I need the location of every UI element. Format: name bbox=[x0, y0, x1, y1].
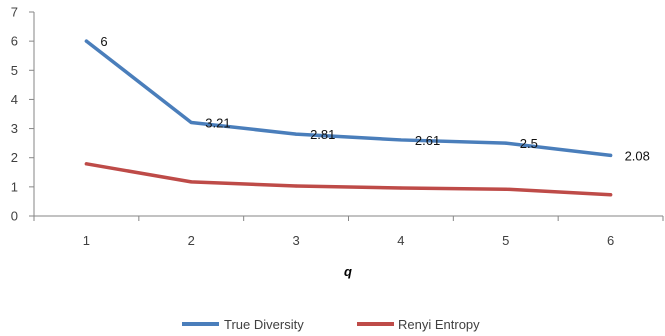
x-tick-label: 6 bbox=[607, 233, 614, 248]
data-label: 2.5 bbox=[520, 136, 538, 151]
series-layer bbox=[84, 39, 613, 197]
y-tick-label: 4 bbox=[11, 92, 18, 107]
data-point bbox=[84, 39, 89, 43]
x-tick-label: 2 bbox=[188, 233, 195, 248]
plot-area: 0 1 2 3 4 5 6 7 1 2 3 4 5 6 6 3.21 2.81 2.61 2.5 2.08 bbox=[11, 5, 664, 248]
y-axis-ticks: 0 1 2 3 4 5 6 7 bbox=[11, 5, 34, 224]
x-tick-label: 5 bbox=[502, 233, 509, 248]
x-tick-label: 3 bbox=[292, 233, 299, 248]
y-tick-label: 2 bbox=[11, 150, 18, 165]
data-point bbox=[294, 184, 298, 188]
data-label: 3.21 bbox=[205, 115, 230, 130]
data-point bbox=[504, 187, 508, 191]
series-line-true-diversity bbox=[84, 39, 613, 158]
x-tick-label: 1 bbox=[83, 233, 90, 248]
data-point bbox=[399, 186, 403, 190]
data-label: 2.08 bbox=[625, 148, 650, 163]
data-point bbox=[189, 120, 193, 125]
data-point bbox=[294, 132, 298, 136]
legend-label-renyi-entropy: Renyi Entropy bbox=[398, 317, 480, 332]
y-tick-label: 7 bbox=[11, 5, 18, 20]
data-labels: 6 3.21 2.81 2.61 2.5 2.08 bbox=[100, 34, 649, 163]
y-tick-label: 1 bbox=[11, 179, 18, 194]
y-tick-label: 3 bbox=[11, 121, 18, 136]
legend-label-true-diversity: True Diversity bbox=[224, 317, 304, 332]
data-point bbox=[504, 141, 508, 145]
data-point bbox=[608, 153, 613, 157]
data-point bbox=[84, 162, 89, 166]
data-point bbox=[189, 180, 193, 184]
legend: True Diversity Renyi Entropy bbox=[182, 317, 480, 332]
data-point bbox=[608, 193, 613, 197]
series-line-renyi-entropy bbox=[84, 162, 613, 197]
data-point bbox=[399, 138, 403, 142]
y-tick-label: 6 bbox=[11, 34, 18, 49]
data-label: 6 bbox=[100, 34, 107, 49]
data-label: 2.81 bbox=[310, 127, 335, 142]
y-tick-label: 5 bbox=[11, 63, 18, 78]
data-label: 2.61 bbox=[415, 133, 440, 148]
x-axis-title: q bbox=[344, 264, 352, 279]
y-tick-label: 0 bbox=[11, 209, 18, 224]
x-tick-label: 4 bbox=[397, 233, 404, 248]
x-axis-ticks: 1 2 3 4 5 6 bbox=[33, 216, 664, 248]
